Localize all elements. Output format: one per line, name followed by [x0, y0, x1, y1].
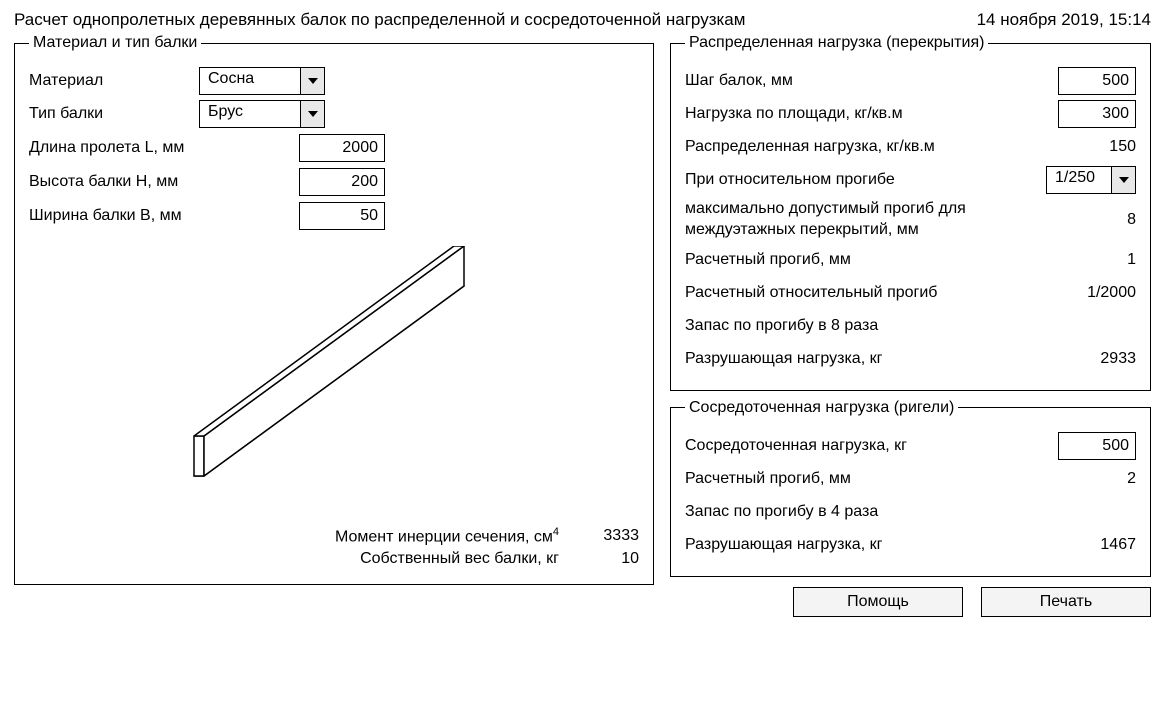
material-combo-value: Сосна — [200, 68, 300, 94]
rel-deflection-value: 1/250 — [1047, 167, 1111, 193]
calc-rel-value: 1/2000 — [1066, 284, 1136, 302]
distributed-load-panel: Распределенная нагрузка (перекрытия) Шаг… — [670, 34, 1151, 391]
concentrated-load-legend: Сосредоточенная нагрузка (ригели) — [685, 399, 958, 417]
length-label: Длина пролета L, мм — [29, 139, 279, 157]
beam-diagram — [29, 236, 639, 516]
width-input[interactable] — [299, 202, 385, 230]
max-deflection-label: максимально допустимый прогиб для междуэ… — [685, 199, 1066, 241]
chevron-down-icon[interactable] — [300, 68, 324, 94]
step-input[interactable] — [1058, 67, 1136, 95]
c-calc-deflection-label: Расчетный прогиб, мм — [685, 470, 1066, 488]
help-button[interactable]: Помощь — [793, 587, 963, 617]
inertia-value: 3333 — [579, 527, 639, 545]
calc-deflection-value: 1 — [1066, 251, 1136, 269]
beam-type-label: Тип балки — [29, 105, 179, 123]
break-load-label: Разрушающая нагрузка, кг — [685, 350, 1066, 368]
inertia-label: Момент инерции сечения, см4 — [335, 526, 559, 546]
self-weight-label: Собственный вес балки, кг — [360, 550, 559, 568]
area-load-input[interactable] — [1058, 100, 1136, 128]
distributed-load-label: Распределенная нагрузка, кг/кв.м — [685, 138, 1066, 156]
calc-deflection-label: Расчетный прогиб, мм — [685, 251, 1066, 269]
calc-rel-label: Расчетный относительный прогиб — [685, 284, 1066, 302]
material-panel-legend: Материал и тип балки — [29, 34, 201, 52]
concentrated-load-input[interactable] — [1058, 432, 1136, 460]
length-input[interactable] — [299, 134, 385, 162]
concentrated-load-label: Сосредоточенная нагрузка, кг — [685, 437, 1058, 455]
chevron-down-icon[interactable] — [300, 101, 324, 127]
concentrated-load-panel: Сосредоточенная нагрузка (ригели) Сосред… — [670, 399, 1151, 577]
rel-deflection-combo[interactable]: 1/250 — [1046, 166, 1136, 194]
c-calc-deflection-value: 2 — [1066, 470, 1136, 488]
c-break-load-value: 1467 — [1066, 536, 1136, 554]
area-load-label: Нагрузка по площади, кг/кв.м — [685, 105, 1058, 123]
self-weight-value: 10 — [579, 550, 639, 568]
material-panel: Материал и тип балки Материал Сосна Тип … — [14, 34, 654, 585]
c-margin-label: Запас по прогибу в 4 раза — [685, 503, 1066, 521]
chevron-down-icon[interactable] — [1111, 167, 1135, 193]
distributed-load-value: 150 — [1066, 138, 1136, 156]
beam-type-combo-value: Брус — [200, 101, 300, 127]
break-load-value: 2933 — [1066, 350, 1136, 368]
timestamp: 14 ноября 2019, 15:14 — [977, 10, 1151, 30]
distributed-load-legend: Распределенная нагрузка (перекрытия) — [685, 34, 988, 52]
material-combo[interactable]: Сосна — [199, 67, 325, 95]
max-deflection-value: 8 — [1066, 211, 1136, 229]
height-label: Высота балки H, мм — [29, 173, 279, 191]
c-break-load-label: Разрушающая нагрузка, кг — [685, 536, 1066, 554]
beam-type-combo[interactable]: Брус — [199, 100, 325, 128]
width-label: Ширина балки B, мм — [29, 207, 279, 225]
margin-label: Запас по прогибу в 8 раза — [685, 317, 1066, 335]
material-label: Материал — [29, 72, 179, 90]
page-title: Расчет однопролетных деревянных балок по… — [14, 10, 745, 30]
print-button[interactable]: Печать — [981, 587, 1151, 617]
height-input[interactable] — [299, 168, 385, 196]
step-label: Шаг балок, мм — [685, 72, 1058, 90]
rel-deflection-label: При относительном прогибе — [685, 171, 1046, 189]
